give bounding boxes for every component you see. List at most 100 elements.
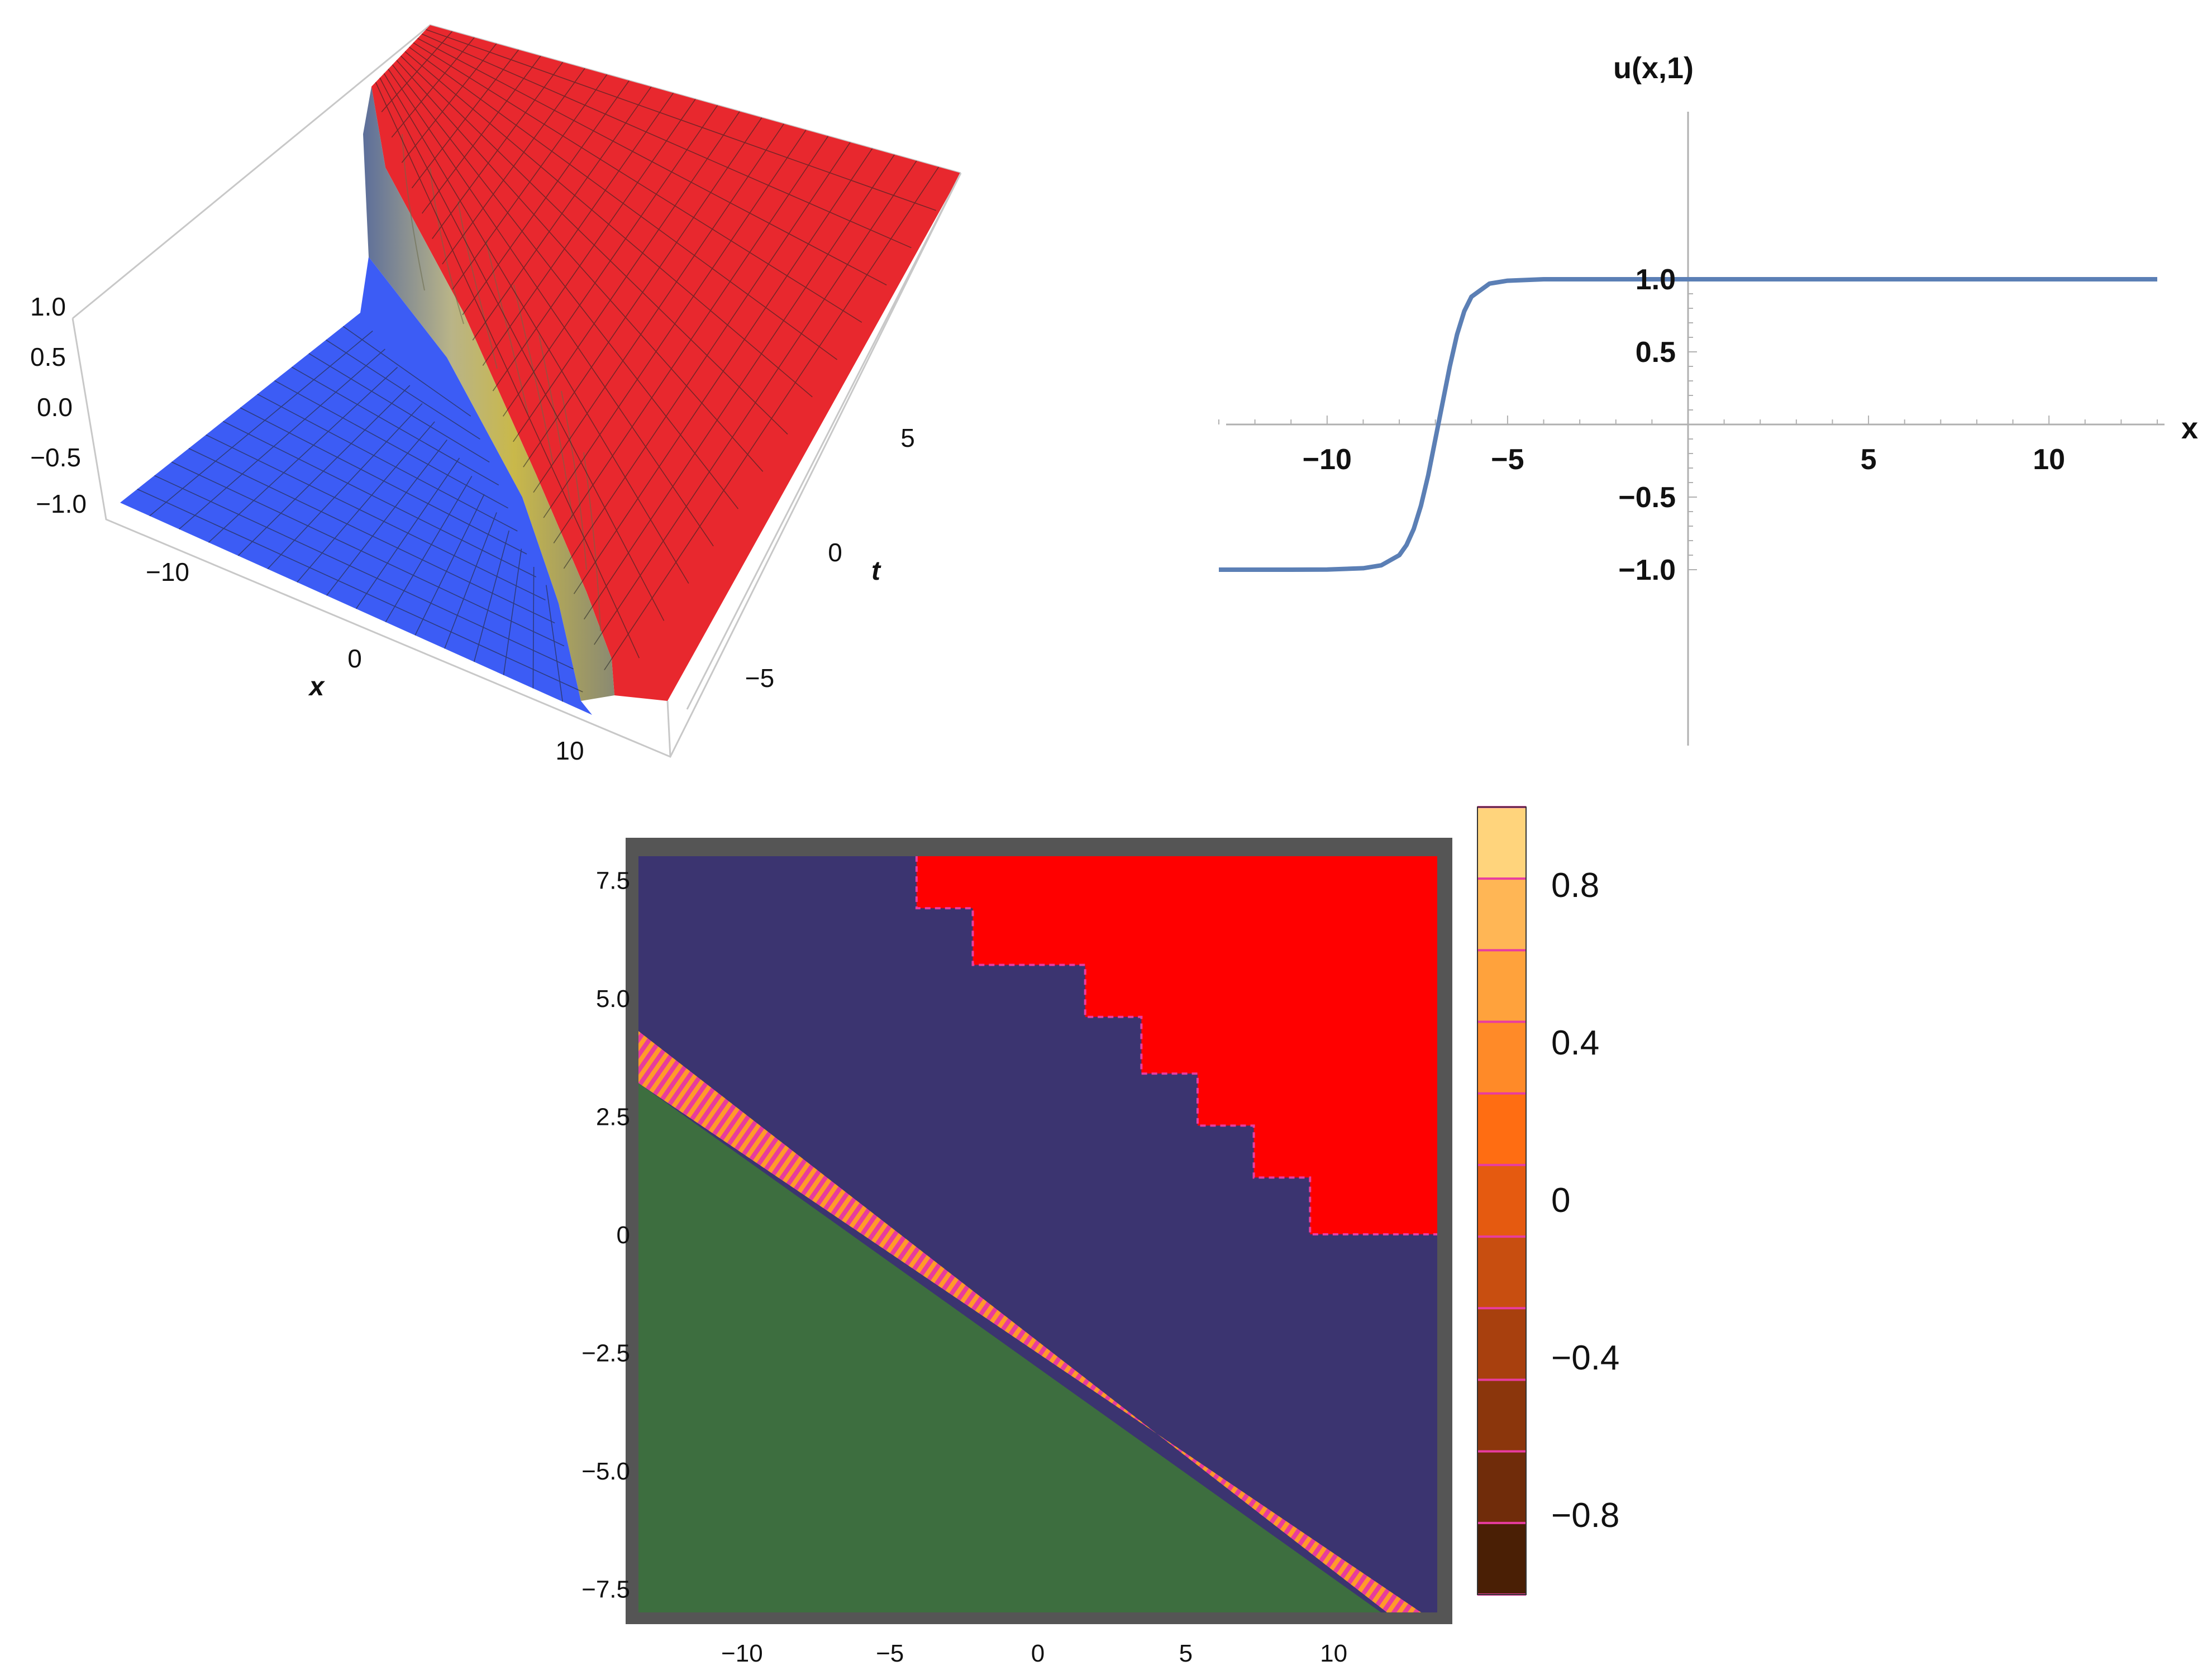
colorbar-band [1477,950,1526,1023]
mesh-line [149,330,373,517]
mesh-line [291,366,499,486]
mesh-line [179,349,385,530]
y-tick-label: 1.0 [1636,264,1676,296]
mesh-line [342,326,471,417]
mesh-line [396,60,764,472]
mesh-line [257,394,518,532]
x-tick-label: 5 [1861,443,1877,476]
colorbar-band [1477,1164,1526,1237]
x-tick-label: 0 [1031,1640,1045,1667]
mesh-line [154,475,574,670]
density-plot: 7.5 5.0 2.5 0 −2.5 −5.0 −7.5 −10 −5 0 5 10 0.8 0.4 0 −… [581,806,1619,1667]
mesh-line [206,434,546,601]
x-tick-label: −10 [1303,443,1352,476]
colorbar-legend: 0.8 0.4 0 −0.4 −0.8 [1477,806,1619,1596]
y-tick-label: −1.0 [1618,554,1676,586]
z-tick-label: 0.0 [37,393,73,422]
mesh-line [326,339,480,440]
colorbar-tick-label: 0.4 [1551,1024,1599,1062]
x-tick-label: 5 [1179,1640,1193,1667]
t-tick-label: 0 [828,538,842,567]
x-tick-label: 10 [555,736,584,765]
colorbar-band [1477,1380,1526,1452]
y-tick-label: 2.5 [596,1103,630,1130]
t-tick-label: 5 [900,423,915,452]
x-tick-label: −10 [146,557,189,586]
colorbar-tick-label: 0 [1551,1181,1570,1220]
t-axis-label: t [871,556,881,586]
colorbar-band [1477,807,1526,879]
y-tick-label: −5.0 [581,1458,630,1485]
y-tick-label: −7.5 [581,1576,630,1603]
mesh-line [379,77,665,621]
mesh-line [355,457,460,609]
mesh-line [385,476,473,623]
mesh-line [546,585,563,702]
colorbar-tick-label: −0.8 [1551,1496,1619,1535]
mesh-line [267,403,423,570]
mesh-line [417,37,887,286]
z-axis-ticks: 1.0 0.5 0.0 −0.5 −1.0 [30,292,87,518]
x-axis-ticks-3d: −10 0 10 x [146,557,584,765]
x-tick-label: −5 [876,1640,904,1667]
colorbar-band [1477,1522,1526,1595]
mesh-line [473,530,510,662]
x-tick-label: 0 [347,644,362,673]
y-tick-label: −0.5 [1618,481,1676,514]
colorbar-tick-label: 0.8 [1551,866,1599,905]
mesh-line [426,29,936,211]
mesh-line [400,55,788,435]
colorbar-band [1477,1022,1526,1094]
colorbar-tick-label: −0.4 [1551,1339,1619,1377]
line-plot-tick-labels: −10 −5 5 10 1.0 0.5 −0.5 −1.0 [1303,264,2065,586]
z-tick-label: −1.0 [36,489,87,518]
line-plot-y-axis-label: u(x,1) [1613,51,1694,85]
density-tick-labels: 7.5 5.0 2.5 0 −2.5 −5.0 −7.5 −10 −5 0 5 10 [581,867,1347,1667]
t-tick-label: −5 [745,664,774,693]
mesh-line [171,461,565,647]
region-low [638,1083,1381,1612]
line-plot-u-x-1: −10 −5 5 10 1.0 0.5 −0.5 −1.0 u(x,1) x [1218,51,2198,746]
line-plot-axes [1226,112,2165,746]
mesh-line [421,33,912,249]
mesh-line [297,421,435,583]
series-line-u [1219,277,2157,572]
mesh-line [404,51,813,398]
colorbar-band [1477,1451,1526,1524]
surface-transition-wall [363,87,614,701]
mesh-line [188,448,555,624]
mesh-line [388,69,714,547]
colorbar-band [1477,1237,1526,1309]
line-plot-ticks [1218,279,2158,570]
colorbar-band [1477,1093,1526,1166]
mesh-line [308,353,490,463]
mesh-line [413,42,862,323]
colorbar-band [1477,879,1526,951]
x-axis-label: x [308,672,326,701]
x-tick-label: 10 [1320,1640,1347,1667]
density-regions [638,856,1437,1612]
surface-mesh-grid [137,29,940,702]
mesh-line [503,548,522,675]
x-tick-label: 10 [2033,443,2065,476]
mesh-line [326,440,447,596]
z-tick-label: 1.0 [30,292,66,321]
box-front-edges [71,173,962,758]
mesh-line [409,46,838,360]
colorbar-band [1477,1308,1526,1380]
y-tick-label: −2.5 [581,1340,630,1367]
line-plot-x-axis-label: x [2181,412,2198,445]
x-tick-label: −5 [1491,443,1524,476]
z-tick-label: 0.5 [30,342,66,371]
colorbar-border [1477,806,1527,1595]
t-axis-ticks-3d: −5 0 5 t [745,423,915,693]
y-tick-label: 0.5 [1636,336,1676,369]
y-tick-label: 0 [617,1221,630,1249]
mesh-line [392,64,739,509]
mesh-line [222,421,537,578]
mesh-line [237,385,411,556]
x-tick-label: −10 [721,1640,763,1667]
mesh-line [444,512,497,649]
z-tick-label: −0.5 [30,443,81,472]
surface-low-region [120,257,592,715]
